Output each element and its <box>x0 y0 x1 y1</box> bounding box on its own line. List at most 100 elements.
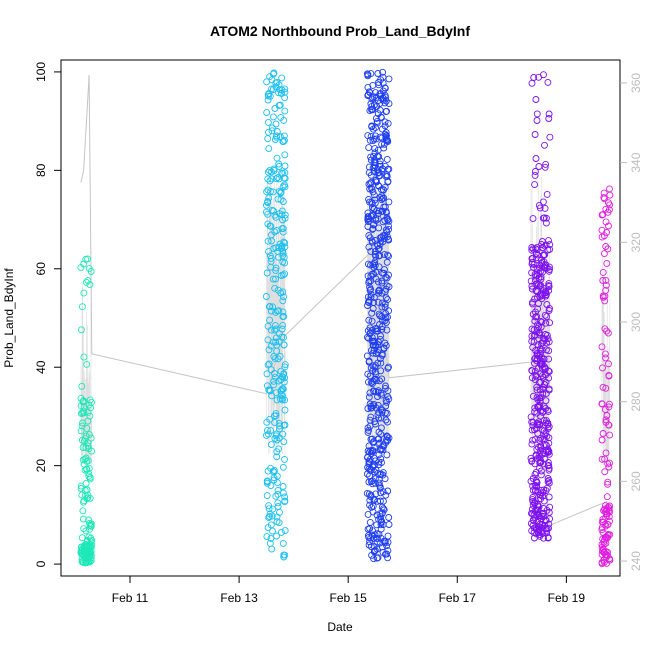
data-point <box>85 431 93 439</box>
data-point <box>533 445 541 453</box>
data-point <box>599 211 607 219</box>
data-point <box>378 196 386 204</box>
data-point <box>267 482 275 490</box>
data-point <box>367 156 375 164</box>
data-point <box>533 324 541 332</box>
data-point <box>270 377 278 385</box>
data-point <box>375 286 383 294</box>
data-point <box>84 255 92 263</box>
data-point <box>529 516 537 524</box>
data-point <box>276 187 283 195</box>
data-point <box>603 228 611 236</box>
data-point <box>539 385 547 393</box>
data-point <box>529 245 537 253</box>
data-point <box>277 528 285 536</box>
data-point <box>278 86 286 94</box>
data-point <box>86 494 94 502</box>
data-point <box>275 243 283 251</box>
data-point <box>264 524 272 532</box>
data-point <box>280 238 288 246</box>
data-point <box>601 325 609 333</box>
data-point <box>602 522 610 530</box>
data-point <box>598 226 606 234</box>
data-point <box>265 248 272 256</box>
data-point <box>281 406 289 414</box>
data-point <box>384 554 392 562</box>
data-point <box>605 206 613 214</box>
y2-tick-label: 300 <box>629 312 643 332</box>
data-point <box>275 163 283 170</box>
data-point <box>265 128 272 136</box>
data-point <box>532 245 540 253</box>
data-point <box>375 428 383 436</box>
data-point <box>375 289 383 297</box>
data-point <box>532 281 540 289</box>
data-point <box>266 386 274 394</box>
data-point <box>531 436 539 444</box>
data-point <box>273 448 281 456</box>
data-point <box>273 532 280 540</box>
data-point <box>598 560 606 568</box>
data-point <box>265 502 273 510</box>
data-point <box>536 394 544 402</box>
data-point <box>531 404 539 412</box>
data-point <box>368 448 376 456</box>
data-point <box>371 418 379 425</box>
data-point <box>84 277 92 285</box>
secondary-line-band <box>80 284 92 466</box>
data-point <box>263 533 271 541</box>
plot-frame <box>60 59 621 577</box>
data-point <box>543 301 551 308</box>
data-point <box>541 204 549 212</box>
data-point <box>533 280 541 288</box>
y2-tick-label: 340 <box>629 152 643 172</box>
data-point <box>266 73 274 81</box>
data-point <box>383 274 391 282</box>
data-point <box>383 432 391 440</box>
data-point <box>265 505 273 513</box>
data-point <box>545 476 553 484</box>
data-point <box>541 242 549 250</box>
data-point <box>381 84 389 92</box>
data-point <box>374 278 382 286</box>
data-point <box>370 555 378 563</box>
data-point <box>538 360 546 367</box>
data-point <box>374 327 382 335</box>
data-point <box>281 151 289 159</box>
data-point <box>367 491 375 499</box>
data-point <box>538 365 546 372</box>
data-point <box>368 122 376 130</box>
data-point <box>533 117 541 124</box>
data-point <box>384 364 392 372</box>
data-point <box>382 97 390 105</box>
data-point <box>280 370 288 378</box>
data-point <box>527 454 535 462</box>
data-point <box>271 373 279 381</box>
data-point <box>368 270 376 278</box>
data-point <box>263 418 271 426</box>
x-tick-label: Feb 17 <box>439 591 477 605</box>
data-point <box>533 246 541 254</box>
data-point <box>603 259 611 267</box>
data-point <box>541 431 549 439</box>
data-point <box>375 263 383 271</box>
data-point <box>528 332 536 340</box>
data-point <box>530 264 537 271</box>
data-point <box>529 310 537 318</box>
data-point <box>377 489 385 497</box>
data-point <box>534 488 541 496</box>
data-point <box>366 496 374 504</box>
data-point <box>367 132 375 140</box>
data-point <box>535 163 543 170</box>
data-point <box>542 160 550 168</box>
data-point <box>368 380 376 388</box>
data-point <box>380 505 387 513</box>
data-point <box>381 384 389 392</box>
data-point <box>536 450 544 458</box>
data-point <box>378 269 386 277</box>
data-point <box>270 381 278 389</box>
data-point <box>543 190 551 198</box>
data-point <box>84 439 92 447</box>
data-point <box>269 86 277 93</box>
